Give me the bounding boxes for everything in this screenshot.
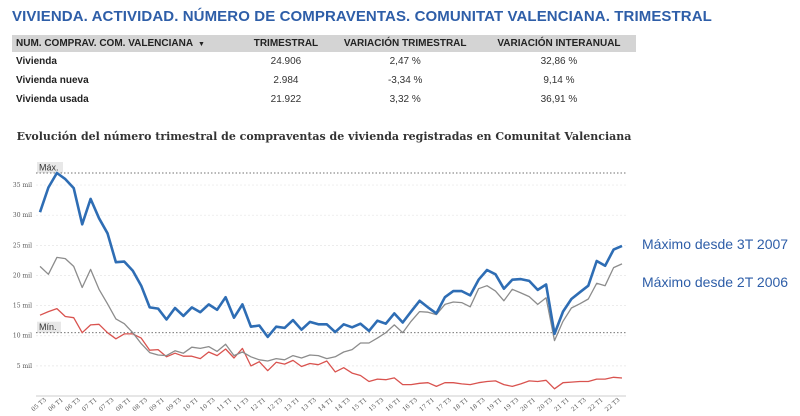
caret-down-icon[interactable]: ▼ [198, 41, 205, 48]
x-tick-label: 07 T3 [98, 396, 116, 413]
table-cell: 21.922 [270, 94, 302, 105]
table-cell: 32,86 % [540, 56, 578, 67]
x-tick-label: 05 T3 [30, 396, 48, 413]
x-tick-label: 09 T3 [165, 396, 183, 413]
x-tick-label: 20 T1 [519, 397, 537, 414]
x-tick-label: 13 T1 [283, 397, 301, 414]
row-label: Vivienda usada [16, 94, 89, 105]
column-header-dropdown[interactable]: NUM. COMPRAV. COM. VALENCIANA ▼ [12, 35, 244, 52]
line-chart: Evolución del número trimestral de compr… [13, 130, 632, 413]
x-tick-label: 12 T3 [266, 396, 284, 413]
x-tick-label: 21 T1 [553, 397, 571, 414]
x-axis: 05 T3 06 T1 06 T3 07 T1 07 T3 08 T1 08 T3 09 T1… [30, 396, 622, 413]
x-tick-label: 12 T1 [249, 397, 267, 414]
max-tag-box [37, 162, 63, 174]
annotation-vivienda: Máximo desde 3T 2007 [642, 236, 789, 252]
x-tick-label: 06 T1 [47, 397, 65, 414]
y-tick-label: 15 mil [13, 303, 32, 310]
x-tick-label: 19 T1 [486, 397, 504, 414]
x-tick-label: 15 T3 [368, 396, 386, 413]
x-tick-label: 18 T1 [452, 397, 470, 414]
chart-lines [38, 171, 623, 390]
table-cell: 2.984 [273, 75, 299, 86]
table-cell: 9,14 % [543, 75, 575, 86]
x-tick-label: 14 T1 [317, 397, 335, 414]
series-line-usada [39, 256, 623, 362]
x-tick-label: 06 T3 [64, 396, 82, 413]
x-tick-label: 17 T3 [435, 396, 453, 413]
x-tick-label: 11 T1 [216, 397, 234, 414]
row-label: Vivienda nueva [16, 75, 89, 86]
x-tick-label: 14 T3 [334, 396, 352, 413]
x-tick-label: 09 T1 [148, 397, 166, 414]
x-tick-label: 17 T1 [418, 397, 436, 414]
chart-title: Evolución del número trimestral de compr… [17, 130, 632, 143]
max-tag-label: Máx. [39, 163, 59, 173]
x-tick-label: 08 T3 [131, 396, 149, 413]
x-tick-label: 16 T1 [384, 397, 402, 414]
min-tag-label: Mín. [39, 322, 57, 332]
table-cell: 2,47 % [389, 56, 421, 67]
x-tick-label: 11 T3 [233, 396, 251, 413]
x-tick-label: 15 T1 [351, 397, 369, 414]
x-tick-label: 07 T1 [81, 397, 99, 414]
y-tick-label: 20 mil [13, 272, 32, 279]
column-header[interactable]: VARIACIÓN INTERANUAL [481, 35, 636, 52]
y-tick-label: 30 mil [13, 212, 32, 219]
table-cell: 36,91 % [540, 94, 578, 105]
series-line-vivienda [38, 171, 623, 339]
x-tick-label: 13 T3 [300, 396, 318, 413]
table-cell: 24.906 [270, 56, 302, 67]
table-row: Vivienda nueva 2.984 -3,34 % 9,14 % [12, 71, 636, 90]
table-header-row: NUM. COMPRAV. COM. VALENCIANA ▼ TRIMESTRA… [12, 35, 636, 52]
summary-table: NUM. COMPRAV. COM. VALENCIANA ▼ TRIMESTRA… [12, 35, 636, 109]
series-line-nueva [39, 307, 623, 390]
x-tick-label: 18 T3 [469, 396, 487, 413]
x-tick-label: 19 T3 [502, 396, 520, 413]
y-tick-label: 10 mil [13, 333, 32, 340]
min-tag-box [37, 321, 61, 333]
x-tick-label: 16 T3 [401, 396, 419, 413]
y-tick-label: 5 mil [17, 363, 32, 370]
x-tick-label: 22 T1 [587, 397, 605, 414]
x-tick-label: 10 T1 [182, 397, 200, 414]
x-tick-label: 21 T3 [570, 396, 588, 413]
y-tick-label: 35 mil [13, 182, 32, 189]
column-header[interactable]: TRIMESTRAL [243, 35, 329, 52]
annotation-usada: Máximo desde 2T 2006 [642, 274, 789, 290]
x-tick-label: 10 T3 [199, 396, 217, 413]
y-axis: 5 mil 10 mil 15 mil 20 mil 25 mil 30 mil 35 mi… [13, 182, 32, 370]
page-title: VIVIENDA. ACTIVIDAD. NÚMERO DE COMPRAVEN… [12, 8, 712, 25]
chart-grid [36, 184, 626, 397]
column-header[interactable]: VARIACIÓN TRIMESTRAL [328, 35, 482, 52]
column-header-label: NUM. COMPRAV. COM. VALENCIANA [16, 38, 194, 49]
y-tick-label: 25 mil [13, 242, 32, 249]
x-tick-label: 22 T3 [604, 396, 622, 413]
range-markers: Máx. Mín. [36, 162, 626, 334]
x-tick-label: 20 T3 [536, 396, 554, 413]
row-label: Vivienda [16, 56, 57, 67]
table-cell: -3,34 % [387, 75, 423, 86]
table-row: Vivienda 24.906 2,47 % 32,86 % [12, 52, 636, 71]
table-row: Vivienda usada 21.922 3,32 % 36,91 % [12, 90, 636, 109]
table-cell: 3,32 % [389, 94, 421, 105]
x-tick-label: 08 T1 [114, 397, 132, 414]
